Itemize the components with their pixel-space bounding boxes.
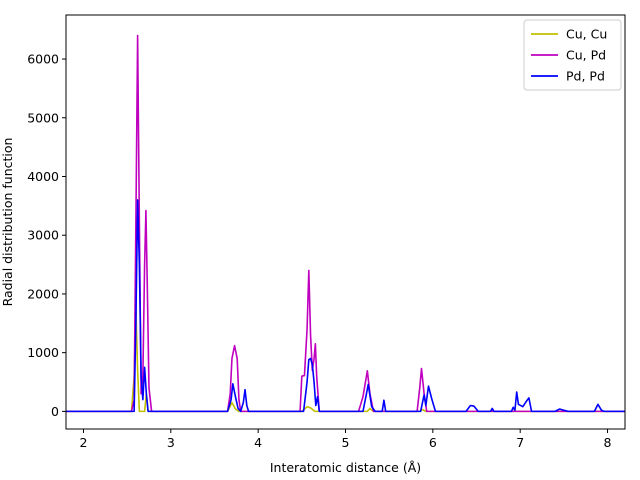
y-tick-label: 0 [51, 404, 59, 419]
x-tick-label: 5 [342, 435, 350, 450]
legend-label: Pd, Pd [566, 69, 605, 84]
legend-box [523, 19, 622, 91]
legend-label: Cu, Cu [566, 27, 607, 42]
y-axis-label: Radial distribution function [0, 138, 15, 307]
series-line-3 [66, 199, 625, 413]
y-tick-label: 1000 [27, 345, 59, 360]
y-tick-label: 3000 [27, 228, 59, 243]
legend-label: Cu, Pd [566, 48, 606, 63]
x-tick-label: 3 [167, 435, 175, 450]
x-tick-label: 6 [429, 435, 437, 450]
x-tick-label: 2 [79, 435, 87, 450]
y-tick-label: 2000 [27, 286, 59, 301]
x-axis-label: Interatomic distance (Å) [270, 460, 421, 475]
x-tick-label: 4 [254, 435, 262, 450]
x-tick-label: 8 [604, 435, 612, 450]
x-tick-label: 7 [516, 435, 524, 450]
y-tick-label: 6000 [27, 52, 59, 67]
legend: Cu, Cu Cu, Pd Pd, Pd [523, 19, 622, 91]
y-tick-label: 4000 [27, 169, 59, 184]
plot-area [66, 34, 625, 413]
axes: 2 3 4 5 6 7 8 0 1000 2000 3000 4000 5000 6000 [27, 14, 626, 450]
y-tick-label: 5000 [27, 110, 59, 125]
